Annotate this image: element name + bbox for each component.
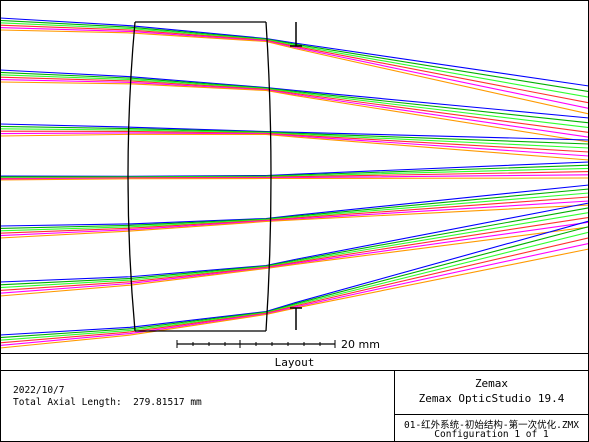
ray-line (0, 171, 589, 179)
ray-line (0, 22, 589, 98)
ray-line (0, 79, 589, 138)
ray-line (0, 125, 589, 145)
ray-line (0, 216, 589, 291)
ray-line (0, 221, 589, 294)
ray-line (0, 123, 589, 141)
file-name: 01-红外系统-初始结构-第一次优化.ZMX (404, 420, 579, 431)
info-panel-company: Zemax Zemax OpticStudio 19.4 (394, 370, 589, 415)
ray-line (0, 17, 589, 87)
ray-line (0, 220, 589, 336)
aperture-stop (290, 22, 302, 330)
ray-line (0, 207, 589, 286)
ray-line (0, 167, 589, 179)
ray-line (0, 200, 589, 237)
ray-line (0, 132, 589, 157)
scale-bar: 20 mm (176, 338, 380, 351)
ray-line (0, 161, 589, 177)
layout-plot: 20 mm (0, 17, 589, 351)
ray-line (0, 212, 589, 289)
company-name: Zemax (474, 377, 509, 390)
configuration-text: Configuration 1 of 1 (434, 429, 549, 440)
ray-line (0, 242, 589, 346)
scale-bar-label: 20 mm (341, 338, 380, 351)
ray-line (0, 69, 589, 119)
ray-line (0, 29, 589, 115)
ray-line (0, 74, 589, 129)
ray-line (0, 128, 589, 149)
ray-line (0, 24, 589, 104)
ray-line (0, 81, 589, 143)
ray-line (0, 130, 589, 153)
ray-line (0, 133, 589, 161)
ray-line (0, 248, 589, 349)
ray-line (0, 226, 589, 297)
ray-line (0, 192, 589, 232)
ray-line (0, 27, 589, 109)
ray-line (0, 184, 589, 227)
ray-line (0, 164, 589, 178)
ray-line (0, 204, 589, 239)
plot-caption: Layout (0, 353, 589, 371)
ray-line (0, 76, 589, 133)
ray-line (0, 202, 589, 283)
ray-line (0, 188, 589, 229)
lens-element (127, 21, 272, 332)
ray-line (0, 231, 589, 341)
ray-line (0, 196, 589, 234)
axial-length-row: Total Axial Length: 279.81517 mm (13, 397, 202, 408)
date-text: 2022/10/7 (13, 385, 65, 396)
info-panel-file: 01-红外系统-初始结构-第一次优化.ZMX Configuration 1 o… (394, 414, 589, 442)
ray-line (0, 71, 589, 124)
axial-length-value: 279.81517 mm (133, 397, 202, 408)
ray-line (0, 237, 589, 344)
product-name: Zemax OpticStudio 19.4 (418, 392, 565, 405)
ray-fan-group (0, 17, 589, 349)
ray-line (0, 174, 589, 180)
ray-line (0, 226, 589, 339)
info-panel-left: 2022/10/7 Total Axial Length: 279.81517 … (0, 370, 395, 442)
ray-line (0, 19, 589, 93)
ray-line (0, 177, 589, 181)
axial-length-label: Total Axial Length: (13, 397, 122, 408)
plot-frame (0, 0, 589, 354)
